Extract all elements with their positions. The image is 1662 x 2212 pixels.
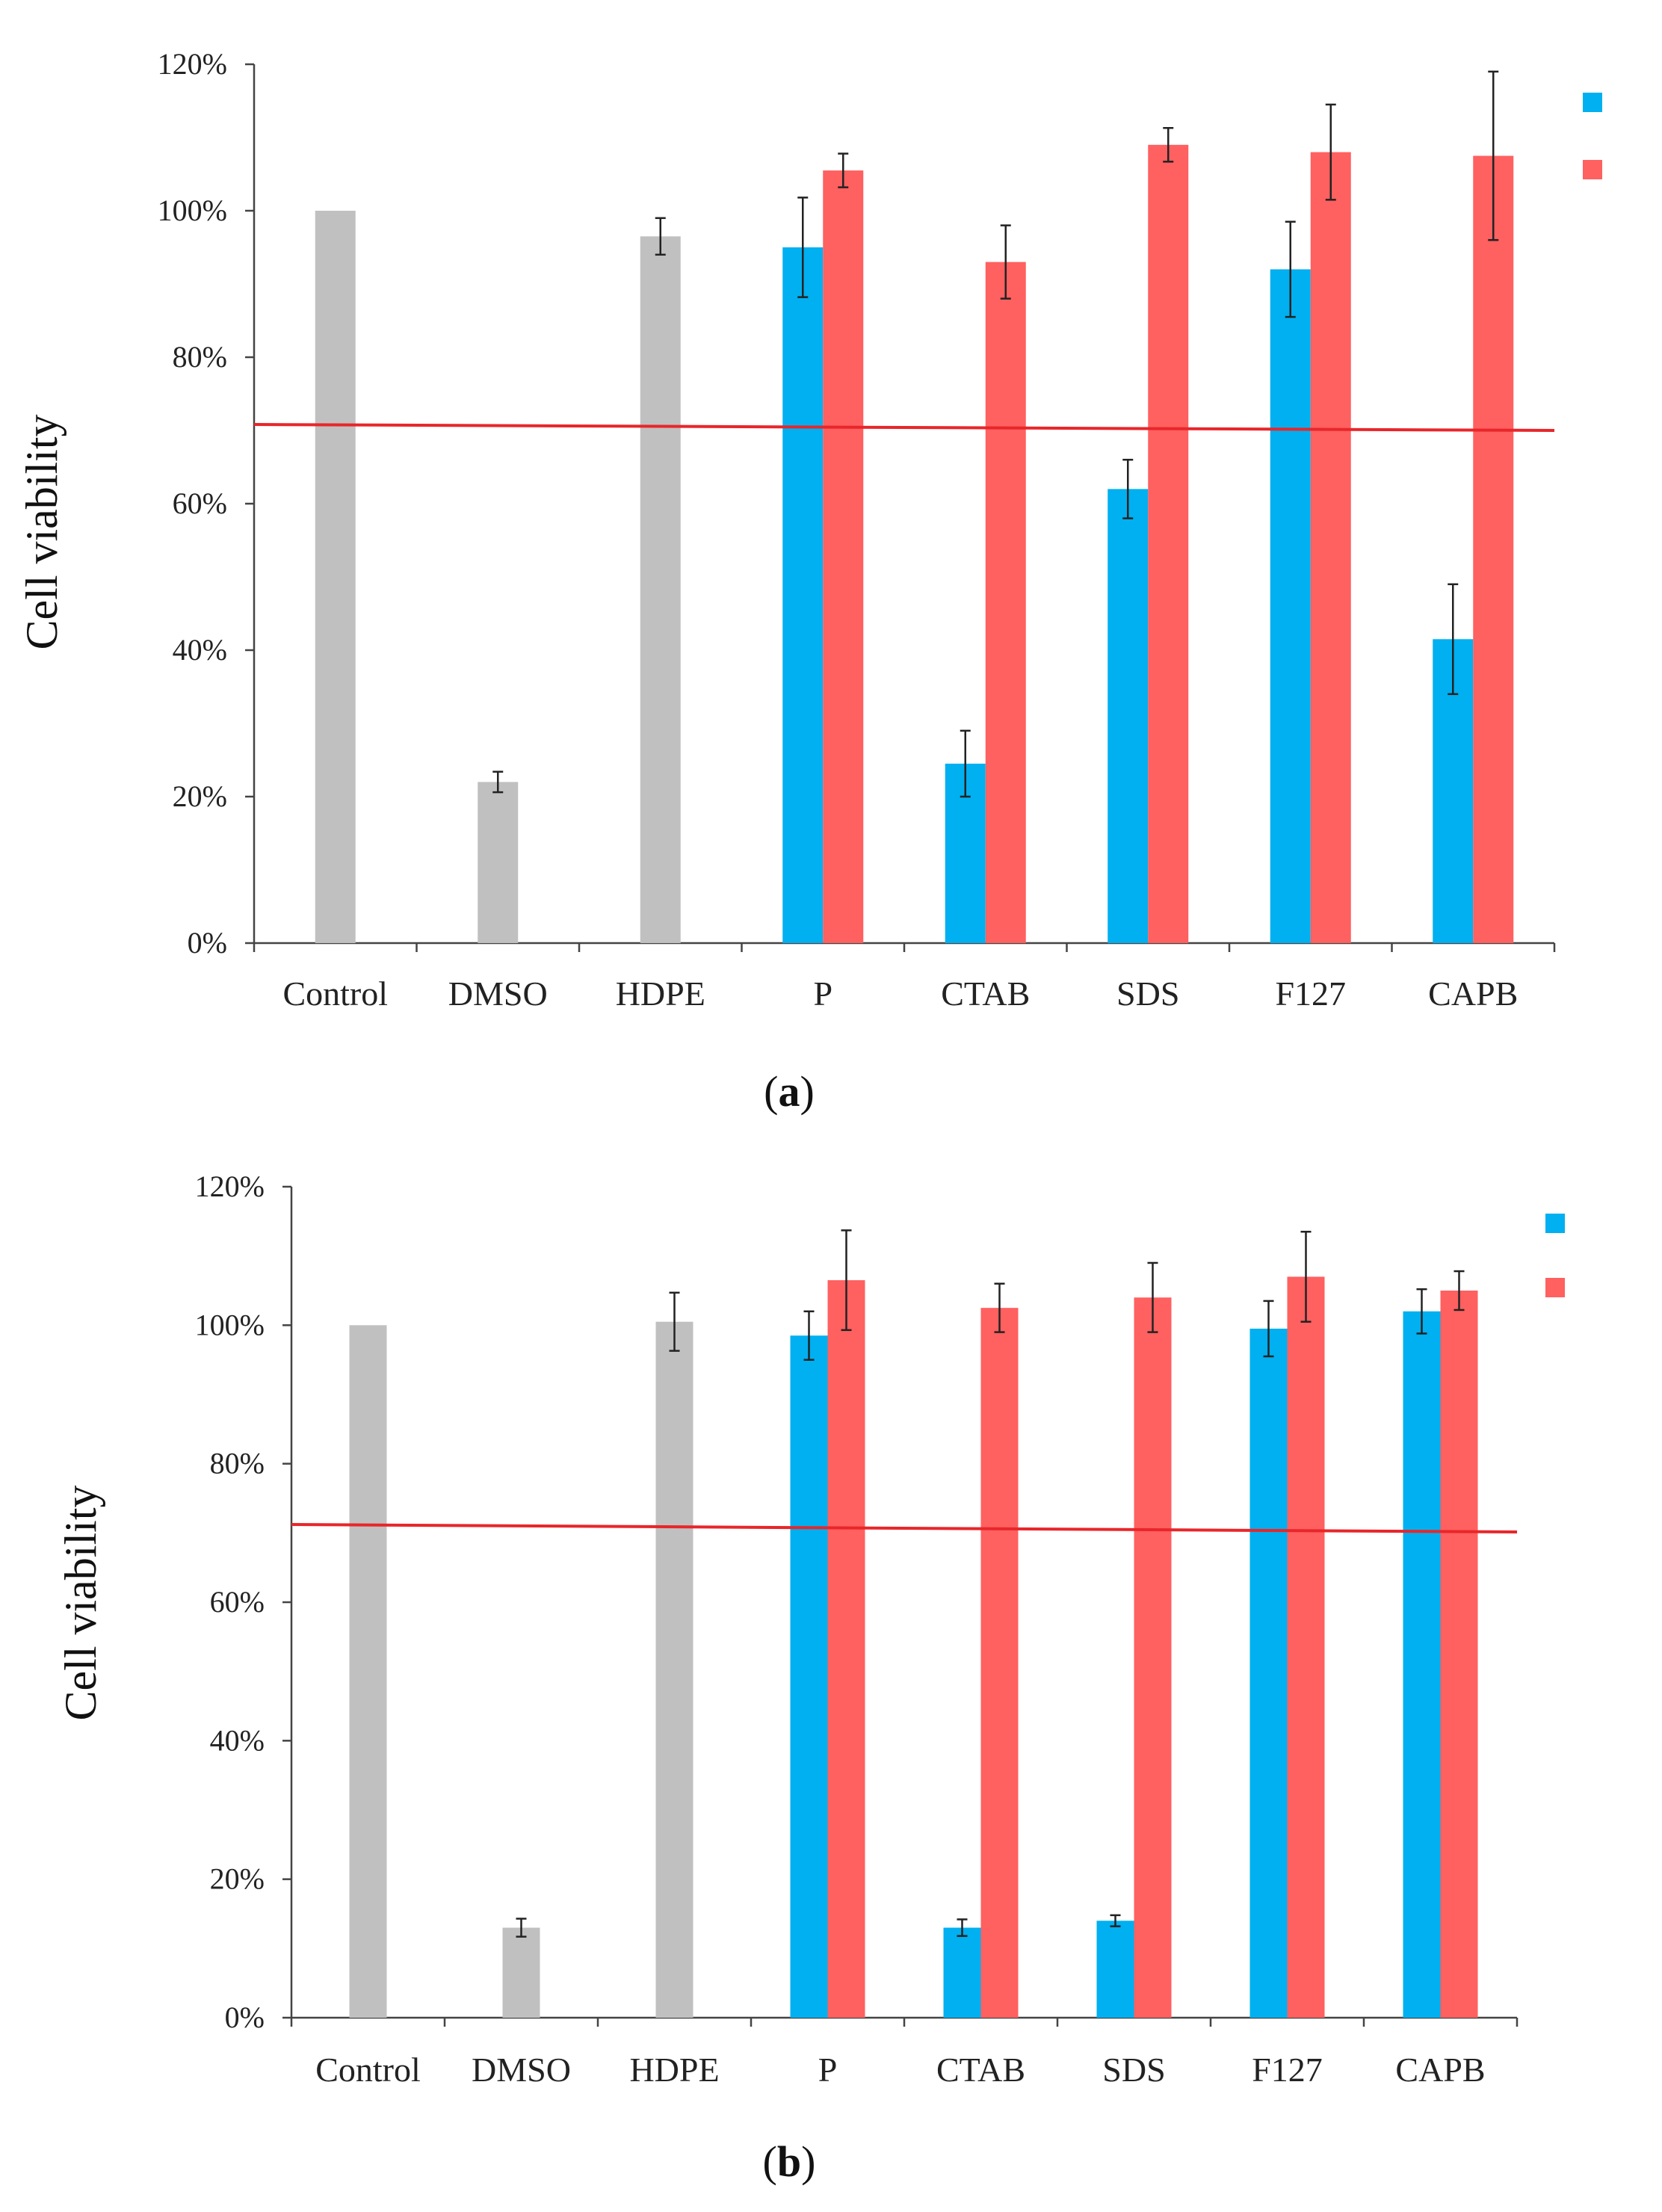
bar-series1-capb [1403, 1311, 1441, 2018]
bar-series1-sds [1096, 1921, 1134, 2018]
legend-swatch-1 [1583, 93, 1602, 112]
x-tick-label: Control [282, 974, 388, 1013]
bar-control-hdpe [640, 236, 681, 943]
x-tick-label: CAPB [1428, 974, 1518, 1013]
error-bar [1448, 583, 1459, 696]
bar-series1-f127 [1270, 269, 1311, 943]
x-tick-label: Control [315, 2051, 421, 2089]
x-tick-label: P [813, 974, 832, 1013]
y-tick-label: 60% [210, 1585, 265, 1619]
y-tick-label: 20% [173, 779, 227, 813]
error-bar [957, 1918, 968, 1937]
panel-label: (b) [763, 2137, 816, 2186]
x-tick-label: DMSO [472, 2051, 571, 2089]
chart-panel-a: 0% 20% 40% 60% 80% 100% 120% Cell viability Cont… [17, 47, 1602, 1116]
error-bar [1325, 103, 1336, 201]
error-bar [841, 1229, 852, 1332]
y-tick-label: 20% [210, 1862, 265, 1896]
x-tick-label: DMSO [448, 974, 548, 1013]
error-bar [797, 197, 809, 298]
x-tick-label: SDS [1102, 2051, 1165, 2089]
legend-swatch-2 [1583, 160, 1602, 179]
bar-series2-f127 [1287, 1276, 1325, 2018]
x-tick-label: SDS [1116, 974, 1179, 1013]
error-bar [1163, 127, 1174, 163]
error-bar [1488, 70, 1499, 241]
error-bar [516, 1918, 527, 1938]
bar-series2-p [827, 1280, 865, 2018]
x-tick-label: CAPB [1395, 2051, 1485, 2089]
threshold-line [291, 1523, 1518, 1533]
bar-control-control [315, 211, 356, 943]
legend-swatch-1 [1545, 1214, 1565, 1233]
bar-series1-sds [1108, 489, 1149, 943]
error-bar [669, 1291, 680, 1352]
bar-series2-capb [1440, 1291, 1478, 2018]
panel-label: (a) [764, 1067, 815, 1116]
bar-control-dmso [502, 1927, 540, 2018]
y-tick-label: 100% [158, 194, 227, 227]
x-tick-label: P [818, 2051, 838, 2089]
y-tick-label: 100% [195, 1308, 265, 1341]
bar-series1-ctab [943, 1927, 981, 2018]
chart-panel-b: 0% 20% 40% 60% 80% 100% 120% Cell viability Cont… [56, 1170, 1565, 2186]
error-bar [1300, 1230, 1312, 1323]
bar-series2-capb [1473, 155, 1514, 943]
bar-series2-sds [1148, 144, 1189, 943]
legend-swatch-2 [1545, 1278, 1565, 1297]
y-tick-label: 80% [210, 1447, 265, 1480]
bar-series1-p [782, 247, 824, 943]
bar-control-dmso [478, 782, 519, 943]
error-bar [655, 217, 666, 256]
y-tick-label: 80% [173, 340, 227, 374]
x-tick-label: CTAB [941, 974, 1030, 1013]
bar-series2-f127 [1310, 152, 1351, 944]
error-bar [1416, 1288, 1427, 1335]
y-tick-label: 60% [173, 486, 227, 520]
error-bar [994, 1282, 1005, 1333]
error-bar [492, 770, 504, 794]
y-tick-label: 40% [173, 633, 227, 667]
error-bar [1285, 220, 1296, 318]
error-bar [838, 152, 849, 188]
error-bar [1454, 1270, 1465, 1312]
error-bar [960, 729, 971, 798]
x-tick-label: CTAB [936, 2051, 1025, 2089]
bar-series2-p [823, 170, 864, 944]
threshold-line [253, 423, 1555, 432]
error-bar [1000, 224, 1011, 300]
bar-series1-f127 [1249, 1328, 1288, 2018]
error-bar [803, 1310, 815, 1361]
y-tick-label: 0% [188, 926, 227, 960]
y-axis-label: Cell viability [56, 1486, 105, 1721]
y-tick-label: 120% [195, 1170, 265, 1203]
x-tick-label: HDPE [616, 974, 705, 1013]
x-tick-label: F127 [1275, 974, 1346, 1013]
y-axis-label: Cell viability [17, 415, 67, 650]
error-bar [1147, 1261, 1158, 1333]
error-bar [1263, 1300, 1274, 1358]
bar-control-control [349, 1325, 387, 2018]
bar-series2-ctab [980, 1308, 1019, 2018]
error-bar [1122, 458, 1134, 519]
x-tick-label: HDPE [629, 2051, 719, 2089]
error-bar [1110, 1914, 1121, 1927]
x-tick-label: F127 [1252, 2051, 1323, 2089]
bar-series1-p [790, 1335, 828, 2018]
y-tick-label: 120% [158, 47, 227, 81]
y-tick-label: 40% [210, 1723, 265, 1757]
y-tick-label: 0% [225, 2001, 265, 2034]
bar-control-hdpe [655, 1321, 693, 2018]
bar-series2-sds [1134, 1297, 1172, 2018]
bar-series2-ctab [985, 262, 1026, 944]
